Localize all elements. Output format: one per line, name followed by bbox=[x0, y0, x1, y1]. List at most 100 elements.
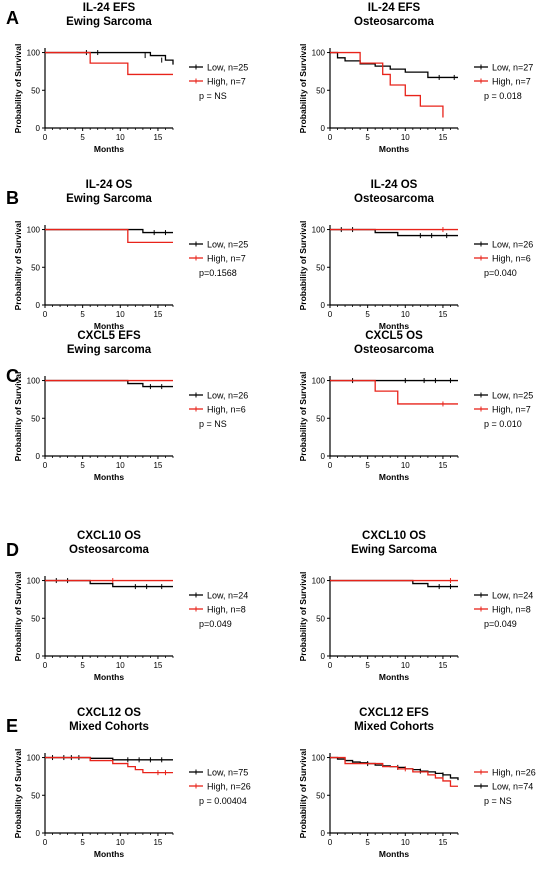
panel-letter: A bbox=[6, 8, 19, 28]
y-tick-label: 50 bbox=[31, 414, 40, 423]
legend-label-high: High, n=26 bbox=[207, 782, 251, 792]
y-tick-label: 0 bbox=[321, 301, 326, 310]
p-value: p = 0.018 bbox=[484, 91, 522, 101]
x-tick-label: 5 bbox=[365, 661, 370, 670]
y-tick-label: 100 bbox=[312, 49, 326, 58]
series-low-line bbox=[45, 51, 174, 65]
legend-label-high: High, n=7 bbox=[492, 405, 531, 415]
y-tick-label: 50 bbox=[316, 414, 325, 423]
km-chart: CXCL10 OS Ewing Sarcoma 0 50 100 0 5 10 15 Months… bbox=[298, 530, 533, 682]
chart-title: CXCL5 EFS bbox=[77, 330, 141, 342]
x-tick-label: 0 bbox=[43, 133, 48, 142]
legend-label-high: High, n=8 bbox=[492, 605, 531, 615]
panel-letter: D bbox=[6, 540, 19, 560]
series-high-line bbox=[45, 228, 173, 244]
x-tick-label: 10 bbox=[401, 661, 410, 670]
legend-label-low: Low, n=24 bbox=[207, 591, 248, 601]
x-tick-label: 5 bbox=[80, 661, 85, 670]
km-chart: C CXCL5 EFS Ewing sarcoma 0 50 100 0 5 10 15 Month… bbox=[6, 330, 248, 482]
y-tick-label: 0 bbox=[321, 652, 326, 661]
x-tick-label: 5 bbox=[80, 133, 85, 142]
x-tick-label: 15 bbox=[438, 461, 447, 470]
km-chart: D CXCL10 OS Osteosarcoma 0 50 100 0 5 10 15 Months… bbox=[6, 530, 248, 682]
x-tick-label: 5 bbox=[80, 310, 85, 319]
x-tick-label: 10 bbox=[116, 310, 125, 319]
legend-label-low: Low, n=25 bbox=[207, 63, 248, 73]
x-tick-label: 15 bbox=[438, 661, 447, 670]
x-axis-label: Months bbox=[94, 144, 124, 154]
x-tick-label: 5 bbox=[80, 838, 85, 847]
y-tick-label: 100 bbox=[27, 377, 41, 386]
y-tick-label: 0 bbox=[36, 829, 41, 838]
x-axis-label: Months bbox=[379, 849, 409, 859]
y-axis-label: Probability of Survival bbox=[298, 221, 308, 311]
legend-label-low: Low, n=24 bbox=[492, 591, 533, 601]
p-value: p=0.049 bbox=[199, 619, 232, 629]
y-tick-label: 0 bbox=[321, 124, 326, 133]
y-axis-label: Probability of Survival bbox=[298, 749, 308, 839]
legend-label-low: Low, n=27 bbox=[492, 63, 533, 73]
chart-title: CXCL12 OS bbox=[77, 707, 141, 719]
x-tick-label: 15 bbox=[153, 661, 162, 670]
series-low-line bbox=[45, 579, 173, 588]
x-tick-label: 0 bbox=[43, 310, 48, 319]
panel-letter: C bbox=[6, 366, 19, 386]
km-chart: IL-24 EFS Osteosarcoma 0 50 100 0 5 10 15 Months P… bbox=[298, 2, 533, 154]
x-tick-label: 10 bbox=[116, 661, 125, 670]
x-tick-label: 5 bbox=[365, 838, 370, 847]
chart-subtitle: Ewing Sarcoma bbox=[351, 544, 437, 556]
y-tick-label: 0 bbox=[36, 124, 41, 133]
p-value: p = NS bbox=[199, 419, 227, 429]
chart-subtitle: Osteosarcoma bbox=[354, 16, 435, 28]
panel-letter: B bbox=[6, 188, 19, 208]
x-tick-label: 10 bbox=[401, 310, 410, 319]
km-chart: CXCL12 EFS Mixed Cohorts 0 50 100 0 5 10 15 Month… bbox=[298, 707, 536, 859]
y-tick-label: 100 bbox=[312, 226, 326, 235]
legend-label-low: Low, n=25 bbox=[492, 391, 533, 401]
y-tick-label: 50 bbox=[31, 86, 40, 95]
chart-title: CXCL10 OS bbox=[77, 530, 141, 542]
x-tick-label: 15 bbox=[153, 310, 162, 319]
x-tick-label: 0 bbox=[328, 310, 333, 319]
series-high-line bbox=[330, 379, 458, 405]
x-axis-label: Months bbox=[94, 321, 124, 331]
y-tick-label: 0 bbox=[321, 829, 326, 838]
chart-title: CXCL12 EFS bbox=[359, 707, 429, 719]
x-tick-label: 0 bbox=[328, 133, 333, 142]
legend-label-low: Low, n=75 bbox=[207, 768, 248, 778]
p-value: p = 0.00404 bbox=[199, 796, 247, 806]
legend-label-low: Low, n=25 bbox=[207, 240, 248, 250]
chart-subtitle: Ewing Sarcoma bbox=[66, 16, 152, 28]
chart-subtitle: Osteosarcoma bbox=[354, 193, 435, 205]
y-tick-label: 100 bbox=[27, 754, 41, 763]
y-axis-label: Probability of Survival bbox=[298, 572, 308, 662]
y-tick-label: 0 bbox=[36, 652, 41, 661]
chart-title: CXCL5 OS bbox=[365, 330, 423, 342]
series-low-line bbox=[45, 379, 173, 388]
y-axis-label: Probability of Survival bbox=[298, 372, 308, 462]
y-tick-label: 50 bbox=[31, 614, 40, 623]
chart-subtitle: Osteosarcoma bbox=[69, 544, 150, 556]
km-chart: E CXCL12 OS Mixed Cohorts 0 50 100 0 5 10 15 Month… bbox=[6, 707, 251, 859]
y-axis-label: Probability of Survival bbox=[13, 749, 23, 839]
series-high-line bbox=[330, 51, 444, 118]
x-tick-label: 5 bbox=[80, 461, 85, 470]
x-tick-label: 10 bbox=[116, 461, 125, 470]
x-tick-label: 10 bbox=[401, 461, 410, 470]
y-tick-label: 100 bbox=[27, 49, 41, 58]
y-axis-label: Probability of Survival bbox=[298, 44, 308, 134]
x-tick-label: 0 bbox=[328, 461, 333, 470]
km-chart: A IL-24 EFS Ewing Sarcoma 0 50 100 0 5 10 15 Month… bbox=[6, 2, 248, 154]
panel-letter: E bbox=[6, 716, 18, 736]
series-low-line bbox=[330, 228, 458, 237]
y-tick-label: 50 bbox=[316, 86, 325, 95]
series-low-line bbox=[330, 51, 458, 79]
x-axis-label: Months bbox=[379, 321, 409, 331]
x-tick-label: 15 bbox=[153, 461, 162, 470]
y-tick-label: 50 bbox=[31, 263, 40, 272]
y-tick-label: 100 bbox=[27, 226, 41, 235]
chart-subtitle: Mixed Cohorts bbox=[354, 721, 434, 733]
chart-title: IL-24 OS bbox=[86, 179, 133, 191]
series-low-line bbox=[330, 756, 459, 781]
